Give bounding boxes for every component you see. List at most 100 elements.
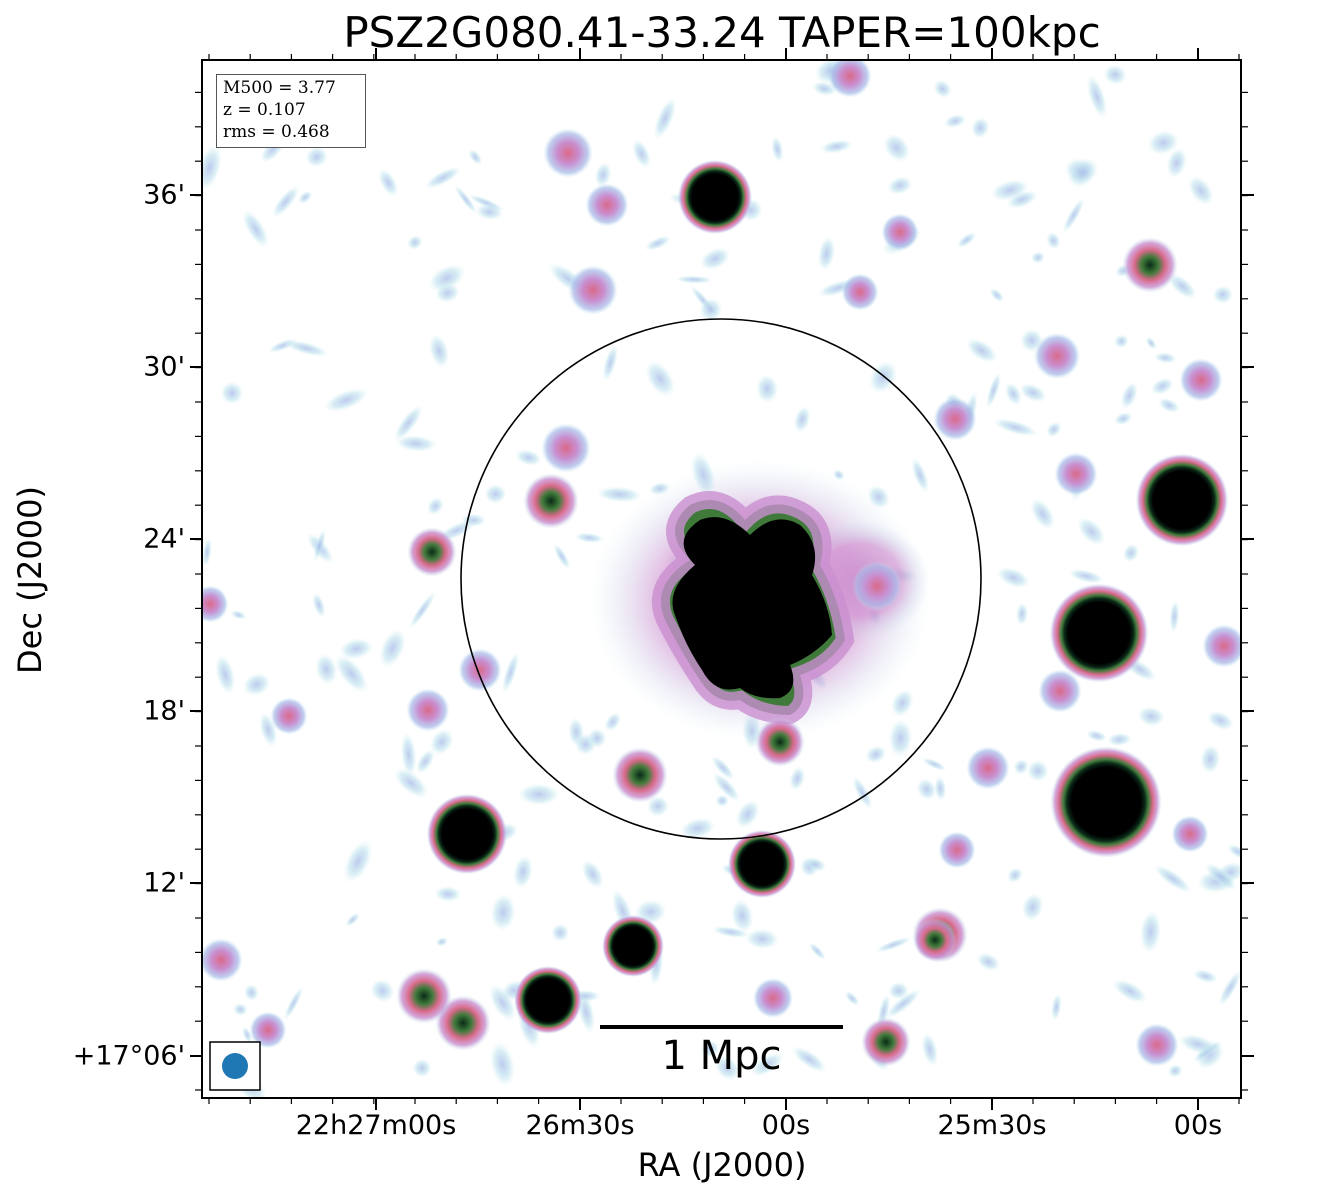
scale-bar-label: 1 Mpc <box>661 1033 782 1079</box>
radio-source <box>270 697 308 735</box>
radio-source <box>752 977 794 1019</box>
radio-source <box>426 793 508 875</box>
noise-patch <box>970 117 990 139</box>
noise-patch <box>1204 862 1237 891</box>
noise-patch <box>334 654 369 693</box>
noise-patch <box>271 185 300 218</box>
radio-source <box>677 159 753 235</box>
noise-patch <box>714 1055 741 1081</box>
noise-patch <box>1227 844 1241 859</box>
y-tick-label: 24' <box>143 523 185 555</box>
noise-patch <box>820 139 853 154</box>
noise-patch <box>1167 1064 1183 1078</box>
y-tick-label: 36' <box>143 179 185 211</box>
beam-ellipse <box>222 1053 248 1079</box>
noise-patch <box>378 168 399 197</box>
radio-source <box>1122 237 1178 293</box>
noise-patch <box>916 778 937 801</box>
noise-patch <box>242 209 269 248</box>
noise-patch <box>865 745 887 764</box>
noise-patch <box>791 1046 827 1073</box>
noise-patch <box>1062 197 1085 234</box>
radio-source <box>852 561 902 611</box>
noise-patch <box>400 732 417 778</box>
radio-source <box>406 688 450 732</box>
x-tick-label: 00s <box>761 1110 811 1141</box>
radio-source <box>1179 358 1223 402</box>
noise-patch <box>1153 864 1192 893</box>
noise-patch <box>408 591 436 629</box>
noise-patch <box>789 766 806 791</box>
noise-patch <box>698 297 723 322</box>
noise-patch <box>793 405 811 433</box>
noise-patch <box>750 1052 784 1077</box>
noise-patch <box>428 334 450 368</box>
radio-source <box>407 527 457 577</box>
radio-source <box>933 397 977 441</box>
radio-source <box>1038 669 1082 713</box>
cluster-info-box: M500 = 3.77 z = 0.107 rms = 0.468 <box>216 74 366 148</box>
x-tick-label: 25m30s <box>937 1110 1047 1141</box>
x-tick-label: 26m30s <box>525 1110 635 1141</box>
noise-patch <box>435 937 448 947</box>
noise-patch <box>283 986 304 1021</box>
noise-patch <box>1068 568 1105 584</box>
noise-patch <box>887 176 913 195</box>
radio-source <box>828 60 872 98</box>
chart-title: PSZ2G080.41-33.24 TAPER=100kpc <box>343 8 1101 57</box>
noise-patch <box>805 857 827 872</box>
noise-patch <box>965 338 998 363</box>
radio-source <box>523 473 579 529</box>
noise-patch <box>1019 383 1047 403</box>
noise-patch <box>1113 334 1129 349</box>
noise-patch <box>631 139 652 169</box>
noise-patch <box>515 449 542 466</box>
noise-patch <box>921 757 947 771</box>
noise-patch <box>674 275 714 284</box>
noise-patch <box>933 79 952 99</box>
radio-source <box>881 213 919 251</box>
noise-patch <box>1200 744 1221 774</box>
radio-source <box>249 1011 287 1049</box>
noise-patch <box>996 567 1031 589</box>
noise-patch <box>343 839 373 883</box>
noise-patch <box>1137 706 1165 727</box>
noise-patch <box>1077 517 1106 546</box>
noise-patch <box>712 772 741 802</box>
noise-patch <box>1046 232 1061 250</box>
noise-patch <box>1015 602 1029 626</box>
noise-patch <box>215 654 236 695</box>
radio-source <box>602 915 664 977</box>
noise-patch <box>1139 910 1162 954</box>
noise-patch <box>1086 729 1108 742</box>
noise-patch <box>700 1039 720 1058</box>
noise-patch <box>323 387 369 413</box>
noise-patch <box>1193 969 1218 984</box>
noise-patch <box>1166 147 1188 179</box>
noise-patch <box>852 775 873 810</box>
noise-patch <box>489 1041 516 1087</box>
y-tick-label: 30' <box>143 351 185 383</box>
noise-patch <box>393 404 423 442</box>
noise-patch <box>581 859 604 889</box>
y-axis-label: Dec (J2000) <box>11 486 49 674</box>
radio-source <box>1054 452 1098 496</box>
info-redshift: z = 0.107 <box>223 100 306 120</box>
noise-patch <box>298 190 313 204</box>
noise-patch <box>1067 157 1099 188</box>
noise-patch <box>415 749 435 774</box>
noise-patch <box>424 166 462 189</box>
noise-patch <box>1013 758 1029 775</box>
noise-patch <box>755 374 779 404</box>
noise-patch <box>771 136 784 163</box>
radio-source <box>1049 583 1149 683</box>
noise-patch <box>646 795 670 817</box>
noise-patch <box>844 991 860 1006</box>
noise-patch <box>817 236 836 271</box>
noise-patch <box>992 418 1038 437</box>
plot-frame <box>201 59 1242 1099</box>
noise-patch <box>312 592 326 618</box>
noise-patch <box>395 435 437 452</box>
noise-patch <box>202 537 212 568</box>
noise-patch <box>1212 285 1234 304</box>
